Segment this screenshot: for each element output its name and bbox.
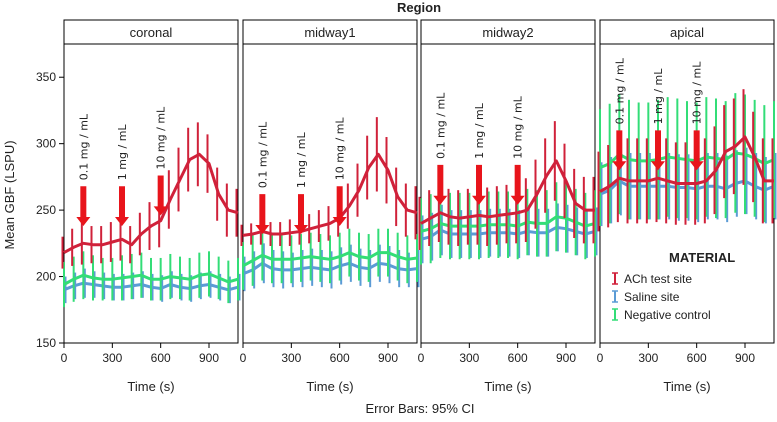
x-tick-label: 900 [735,351,755,365]
y-tick-label: 150 [36,336,56,350]
y-tick-label: 350 [36,70,56,84]
arrow-icon [510,164,525,205]
series-line [599,151,775,169]
arrow-icon [76,186,91,227]
legend-entry: Negative control [612,308,711,322]
x-tick-label: 600 [687,351,707,365]
panel-apical: apical 0 300 600 900 Time (s) 0.1 mg / mL 1 mg … [597,19,777,394]
arrow-icon [332,186,347,227]
dose-arrow: 1 mg / mL [472,102,486,205]
dose-label: 0.1 mg / mL [77,113,90,180]
x-tick-label: 300 [102,351,122,365]
dose-label: 10 mg / mL [512,95,525,159]
x-axis-label: Time (s) [484,379,531,394]
dose-arrow: 1 mg / mL [294,132,308,235]
dose-arrow: 10 mg / mL [510,95,525,205]
chart-title: Region [397,0,441,15]
panel-frame [242,43,418,344]
panel-midway1: midway1 0 300 600 900 Time (s) 0.1 mg / mL 1 mg… [240,19,420,394]
dose-label: 0.1 mg / mL [434,92,447,159]
dose-label: 10 mg / mL [334,117,347,181]
x-tick-label: 600 [508,351,528,365]
y-tick-label: 200 [36,270,56,284]
x-tick-label: 900 [378,351,398,365]
panel-title-midway1: midway1 [304,25,355,40]
legend-entry: Saline site [612,290,680,304]
x-tick-label: 0 [597,351,604,365]
x-tick-label: 0 [240,351,247,365]
dose-arrow: 0.1 mg / mL [255,121,270,235]
series-line [420,215,596,233]
y-tick-label: 300 [36,137,56,151]
dose-label: 10 mg / mL [691,61,704,125]
dose-arrow: 10 mg / mL [332,117,347,227]
legend-label: Saline site [624,290,680,304]
dose-label: 1 mg / mL [116,124,129,181]
panel-header-box [420,19,596,45]
x-tick-label: 300 [459,351,479,365]
x-tick-label: 600 [151,351,171,365]
arrow-icon [651,130,665,171]
series-line [63,152,239,254]
arrow-icon [433,164,448,205]
x-axis-label: Time (s) [306,379,353,394]
x-tick-label: 900 [556,351,576,365]
legend-entry: ACh test site [612,272,692,286]
panels-group: coronal 150 200 250 300 350 0 300 600 900 Time (s)… [36,19,777,394]
dose-label: 1 mg / mL [473,102,486,159]
series-negative-control [242,228,418,290]
panel-title-midway2: midway2 [482,25,533,40]
dose-arrow: 0.1 mg / mL [76,113,91,227]
series-line [420,159,595,225]
series-line [599,135,774,193]
x-tick-label: 600 [330,351,350,365]
x-tick-label: 0 [61,351,68,365]
dose-arrow: 0.1 mg / mL [612,57,627,171]
dose-label: 1 mg / mL [652,68,665,125]
dose-arrow: 10 mg / mL [153,106,168,216]
dose-label: 10 mg / mL [155,106,168,170]
x-axis-label: Time (s) [663,379,710,394]
panel-coronal: coronal 150 200 250 300 350 0 300 600 900 Time (s)… [36,19,241,394]
dose-label: 0.1 mg / mL [613,57,626,124]
panel-title-apical: apical [670,25,704,40]
panel-midway2: midway2 0 300 600 900 Time (s) 0.1 mg / mL 1 mg… [418,19,598,394]
arrow-icon [472,164,486,205]
panel-header-box [242,19,418,45]
legend: MATERIAL ACh test site Saline site Negative… [612,250,735,322]
series-ach-test-site [61,122,239,269]
arrow-icon [115,186,129,227]
legend-label: ACh test site [624,272,692,286]
x-tick-label: 300 [638,351,658,365]
dose-arrow: 10 mg / mL [689,61,704,171]
dose-arrow: 0.1 mg / mL [433,92,448,205]
dose-arrow: 1 mg / mL [651,68,665,171]
series-negative-control [420,182,596,265]
panel-header-box [63,19,239,45]
series-negative-control [63,251,239,308]
legend-title: MATERIAL [669,250,735,265]
panel-title-coronal: coronal [130,25,173,40]
dose-label: 0.1 mg / mL [256,121,269,188]
arrow-icon [255,194,270,235]
arrow-icon [689,130,704,171]
y-tick-label: 250 [36,203,56,217]
series-line [242,251,418,268]
arrow-icon [294,194,308,235]
legend-label: Negative control [624,308,711,322]
dose-arrow: 1 mg / mL [115,124,129,227]
x-axis-label: Time (s) [127,379,174,394]
x-tick-label: 0 [418,351,425,365]
y-axis-label: Mean GBF (LSPU) [2,140,17,249]
arrow-icon [153,175,168,216]
error-bars-footnote: Error Bars: 95% CI [365,401,474,416]
dose-label: 1 mg / mL [295,132,308,189]
arrow-icon [612,130,627,171]
series-line [242,152,418,237]
x-tick-label: 300 [281,351,301,365]
x-tick-label: 900 [199,351,219,365]
series-line [63,272,239,286]
